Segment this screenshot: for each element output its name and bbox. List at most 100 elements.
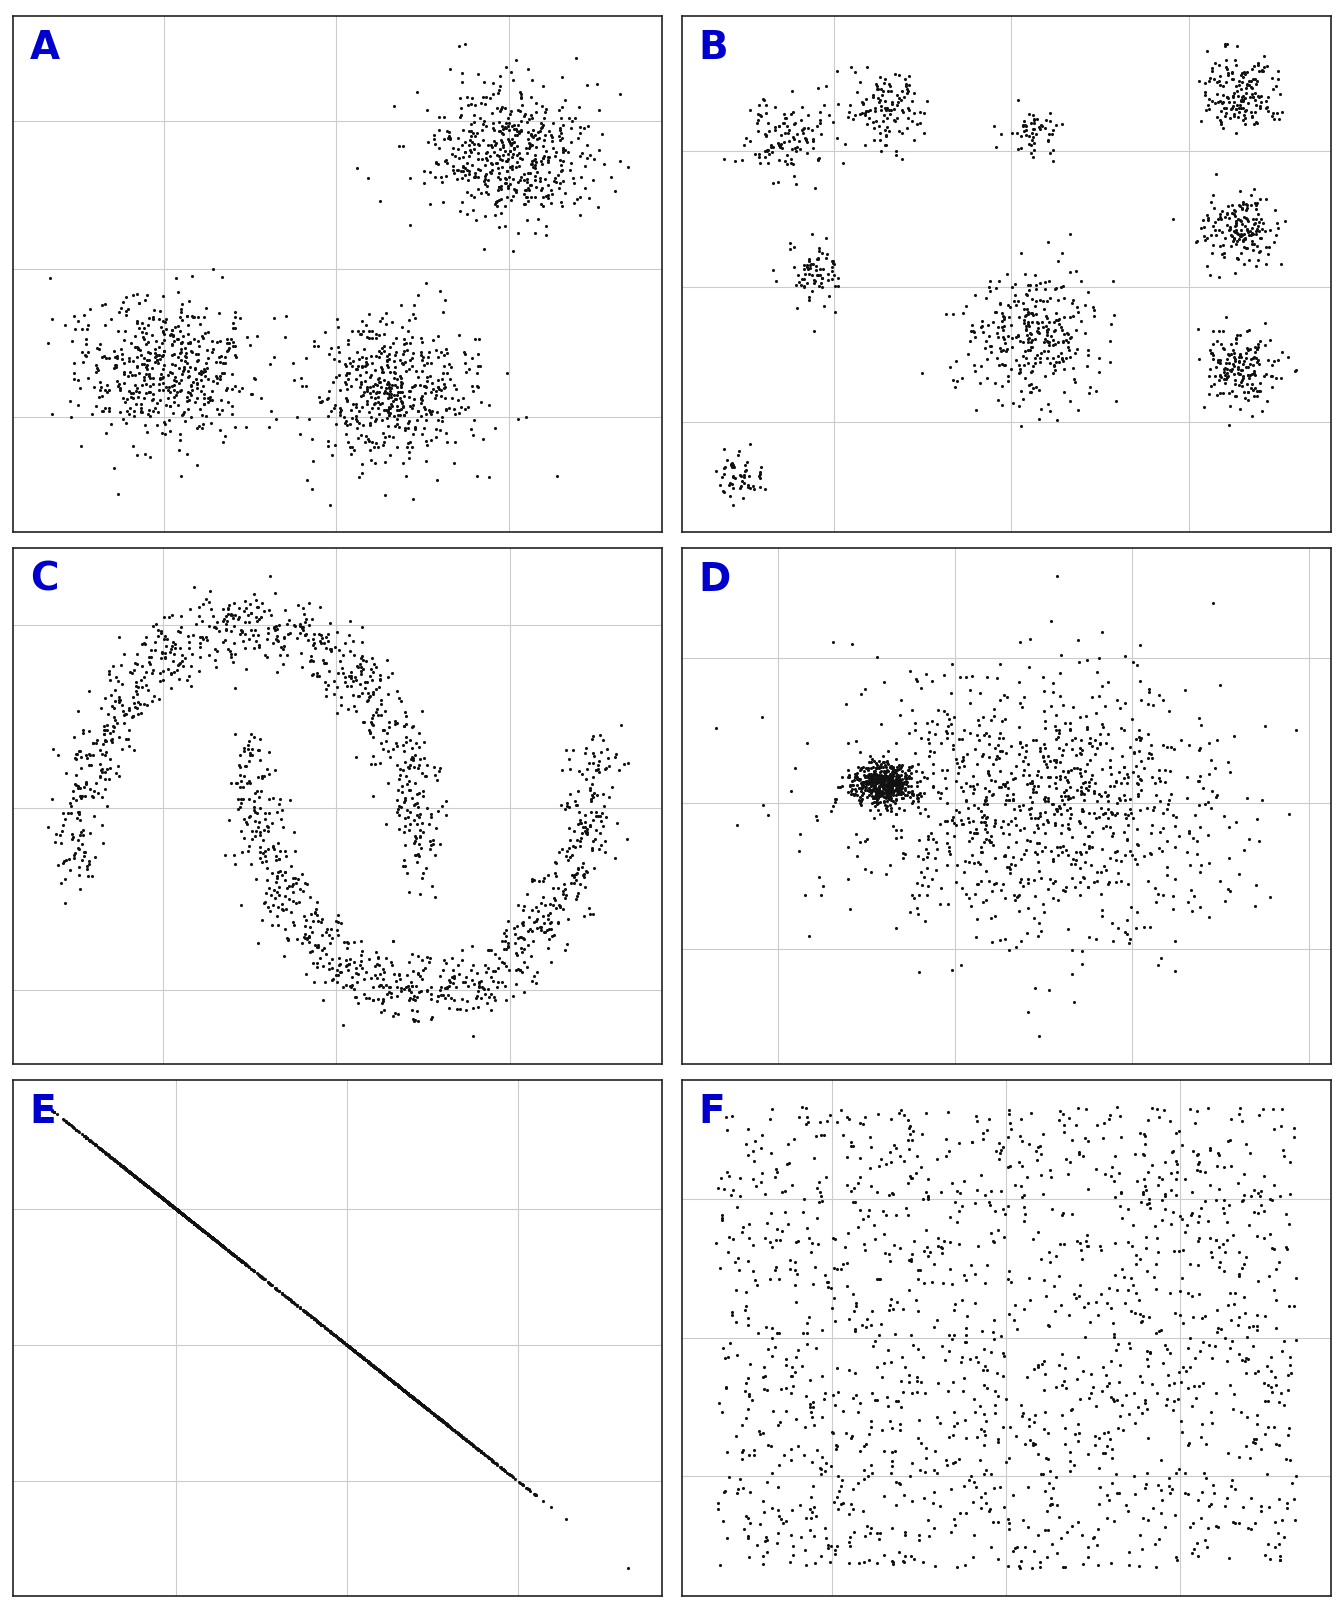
Point (527, 898, 548, 924)
Point (466, 119, 488, 145)
Point (168, 1198, 190, 1224)
Point (417, 943, 438, 969)
Point (142, 398, 164, 424)
Point (1238, 1346, 1259, 1372)
Point (172, 292, 194, 318)
Point (485, 131, 507, 156)
Point (1025, 727, 1047, 753)
Point (1090, 1236, 1111, 1262)
Point (882, 761, 903, 787)
Point (431, 1407, 453, 1433)
Point (234, 1251, 255, 1277)
Point (528, 869, 550, 895)
Point (390, 372, 411, 398)
Point (857, 766, 879, 791)
Point (85, 771, 106, 796)
Point (1207, 103, 1228, 129)
Point (892, 840, 914, 866)
Point (106, 1149, 128, 1175)
Point (169, 619, 191, 645)
Point (321, 967, 343, 993)
Point (102, 1146, 124, 1172)
Point (230, 305, 251, 330)
Point (482, 1448, 504, 1473)
Point (1246, 335, 1267, 361)
Point (1243, 351, 1265, 377)
Point (972, 308, 993, 334)
Point (1266, 211, 1288, 237)
Point (867, 1180, 888, 1206)
Point (216, 330, 238, 356)
Point (263, 835, 285, 861)
Point (1261, 1235, 1282, 1261)
Point (441, 1415, 462, 1441)
Point (1212, 319, 1234, 345)
Point (753, 87, 774, 113)
Point (343, 977, 364, 1003)
Point (895, 777, 917, 803)
Point (349, 369, 371, 395)
Point (142, 382, 164, 408)
Point (793, 114, 814, 140)
Point (1254, 1420, 1275, 1446)
Point (474, 1443, 496, 1469)
Point (902, 780, 923, 806)
Point (1019, 131, 1040, 156)
Point (573, 861, 594, 887)
Point (535, 222, 556, 248)
Point (249, 783, 270, 809)
Point (511, 118, 532, 143)
Point (1085, 925, 1106, 951)
Point (349, 321, 371, 347)
Point (1224, 1510, 1246, 1536)
Point (1250, 1498, 1271, 1523)
Point (85, 1132, 106, 1157)
Point (466, 147, 488, 172)
Point (570, 806, 591, 832)
Point (169, 427, 191, 453)
Point (410, 390, 431, 416)
Point (254, 843, 276, 869)
Point (125, 1164, 146, 1190)
Point (1241, 81, 1262, 106)
Point (415, 1396, 437, 1422)
Point (886, 779, 907, 804)
Point (941, 1170, 962, 1196)
Point (180, 1209, 202, 1235)
Point (891, 121, 913, 147)
Point (253, 890, 274, 916)
Point (883, 1132, 905, 1157)
Point (868, 119, 890, 145)
Point (149, 1183, 171, 1209)
Point (120, 1161, 141, 1186)
Point (773, 102, 794, 127)
Point (310, 622, 332, 648)
Point (1180, 1514, 1202, 1539)
Point (716, 1159, 738, 1185)
Point (876, 95, 898, 121)
Point (504, 177, 526, 203)
Point (239, 332, 261, 358)
Point (187, 1212, 208, 1238)
Point (380, 1367, 402, 1393)
Point (505, 179, 527, 205)
Point (474, 953, 496, 978)
Point (126, 353, 148, 379)
Point (706, 458, 727, 484)
Point (1070, 308, 1091, 334)
Point (1093, 816, 1114, 841)
Point (1227, 1170, 1249, 1196)
Point (219, 1240, 241, 1265)
Point (245, 604, 266, 630)
Point (1187, 1530, 1208, 1556)
Point (718, 472, 739, 498)
Point (273, 637, 294, 663)
Point (1198, 730, 1219, 756)
Point (888, 1417, 910, 1443)
Point (358, 427, 379, 453)
Point (845, 821, 867, 846)
Point (391, 853, 413, 879)
Point (42, 1098, 63, 1124)
Point (738, 463, 759, 488)
Point (309, 1311, 331, 1336)
